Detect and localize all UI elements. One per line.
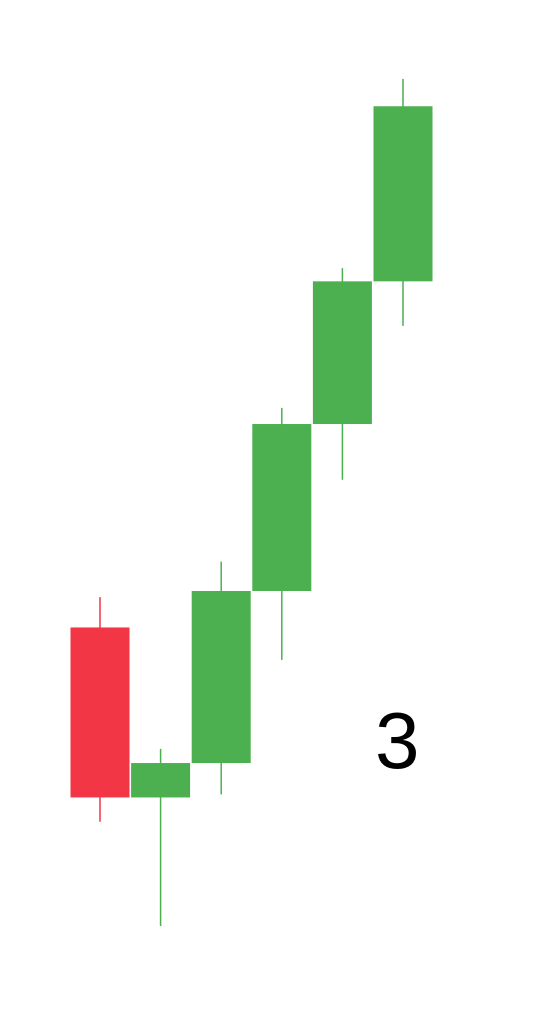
candle-body-1 (70, 627, 130, 798)
candle-body-6 (373, 106, 433, 282)
candle-body-3 (191, 591, 251, 764)
pattern-count-label: 3 (375, 696, 420, 785)
candle-body-4 (252, 424, 312, 592)
candle-body-2 (131, 763, 191, 798)
candle-body-5 (312, 281, 372, 425)
